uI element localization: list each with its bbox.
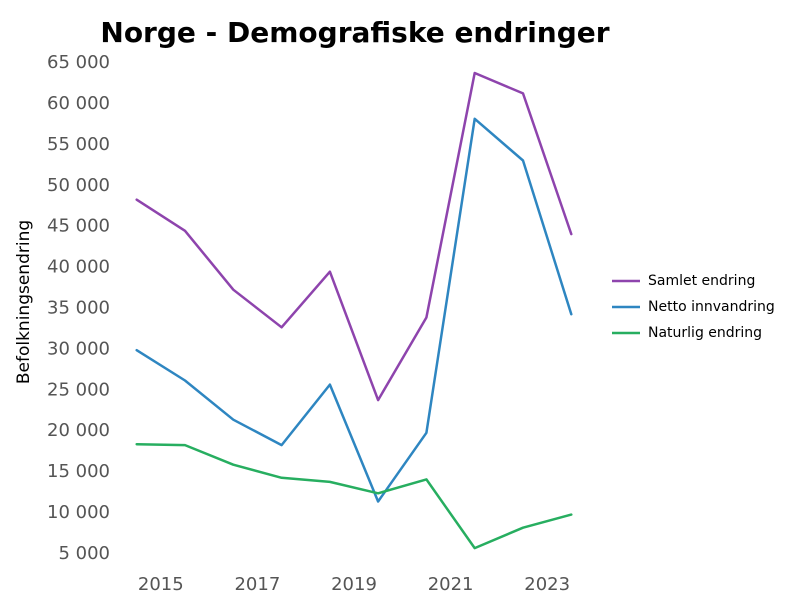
y-tick-label: 15 000 [47, 461, 110, 482]
x-tick-label: 2017 [234, 574, 280, 595]
y-tick-label: 10 000 [47, 502, 110, 523]
x-axis-ticks: 2015 2017 2019 2021 2023 [138, 574, 570, 595]
legend-label: Naturlig endring [648, 325, 762, 341]
x-tick-label: 2019 [331, 574, 377, 595]
series-line-3 [135, 442, 573, 550]
x-tick-label: 2021 [428, 574, 474, 595]
legend: Samlet endring Netto innvandring Naturlig … [612, 273, 775, 341]
y-tick-label: 30 000 [47, 338, 110, 359]
y-tick-label: 20 000 [47, 420, 110, 441]
series-line-1 [135, 71, 573, 402]
y-tick-label: 55 000 [47, 134, 110, 155]
legend-label: Samlet endring [648, 273, 755, 289]
y-tick-label: 65 000 [47, 52, 110, 73]
y-axis-ticks: 5 000 10 000 15 000 20 000 25 000 30 000 35 00… [47, 52, 110, 564]
y-tick-label: 25 000 [47, 379, 110, 400]
y-tick-label: 60 000 [47, 93, 110, 114]
y-tick-label: 40 000 [47, 257, 110, 278]
y-axis-label: Befolkningsendring [14, 220, 34, 384]
series-lines [135, 71, 573, 550]
x-tick-label: 2015 [138, 574, 184, 595]
x-tick-label: 2023 [524, 574, 570, 595]
series-line-2 [135, 117, 573, 503]
chart-title: Norge - Demografiske endringer [100, 16, 609, 49]
legend-label: Netto innvandring [648, 299, 775, 315]
y-tick-label: 35 000 [47, 298, 110, 319]
y-tick-label: 5 000 [58, 543, 110, 564]
y-tick-label: 50 000 [47, 175, 110, 196]
y-tick-label: 45 000 [47, 216, 110, 237]
